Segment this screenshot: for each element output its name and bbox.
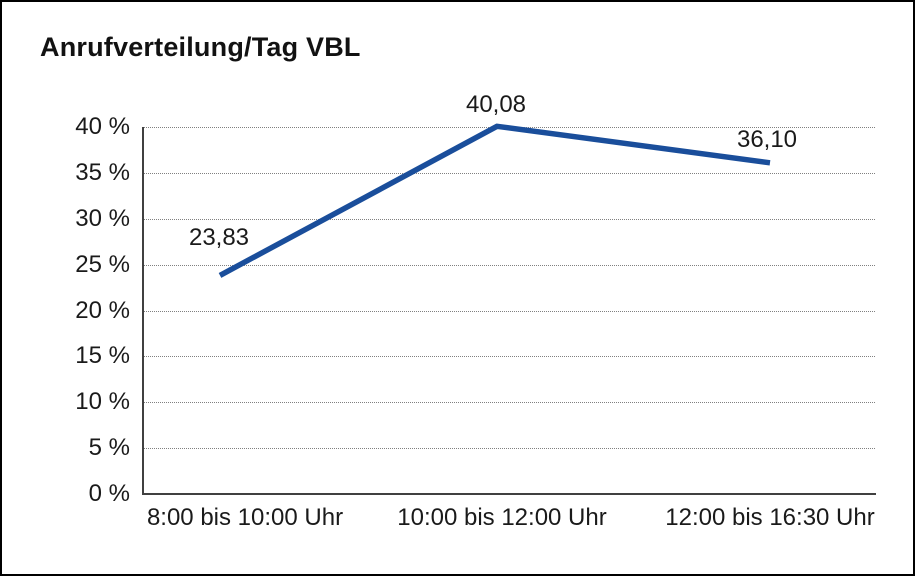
y-tick-label: 25 % bbox=[75, 250, 130, 278]
data-label: 40,08 bbox=[465, 91, 527, 119]
chart-title: Anrufverteilung/Tag VBL bbox=[40, 32, 361, 62]
x-category-label: 12:00 bis 16:30 Uhr bbox=[665, 504, 875, 531]
gridline bbox=[143, 172, 875, 174]
y-axis-tick-labels: 0 % 5 % 10 % 15 % 20 % 25 % 30 % 35 % 40 % bbox=[2, 113, 130, 507]
data-label: 23,83 bbox=[188, 224, 250, 252]
data-label: 36,10 bbox=[736, 125, 798, 153]
y-tick-label: 35 % bbox=[75, 158, 130, 186]
gridline bbox=[143, 218, 875, 220]
y-tick-label: 5 % bbox=[88, 434, 130, 462]
y-tick-label: 15 % bbox=[75, 342, 130, 370]
gridline bbox=[143, 310, 875, 312]
x-category-label: 8:00 bis 10:00 Uhr bbox=[146, 504, 344, 531]
y-axis-line bbox=[142, 127, 144, 495]
y-tick-label: 40 % bbox=[75, 113, 130, 140]
gridline bbox=[143, 448, 875, 450]
gridline bbox=[143, 402, 875, 404]
y-tick-label: 0 % bbox=[88, 480, 130, 507]
y-tick-label: 20 % bbox=[75, 296, 130, 324]
y-tick-label: 30 % bbox=[75, 204, 130, 232]
gridline bbox=[143, 264, 875, 266]
plot-area bbox=[143, 123, 875, 494]
x-axis-line bbox=[142, 493, 876, 495]
gridline bbox=[143, 356, 875, 358]
x-category-label: 10:00 bis 12:00 Uhr bbox=[397, 504, 607, 531]
y-tick-label: 10 % bbox=[75, 388, 130, 416]
